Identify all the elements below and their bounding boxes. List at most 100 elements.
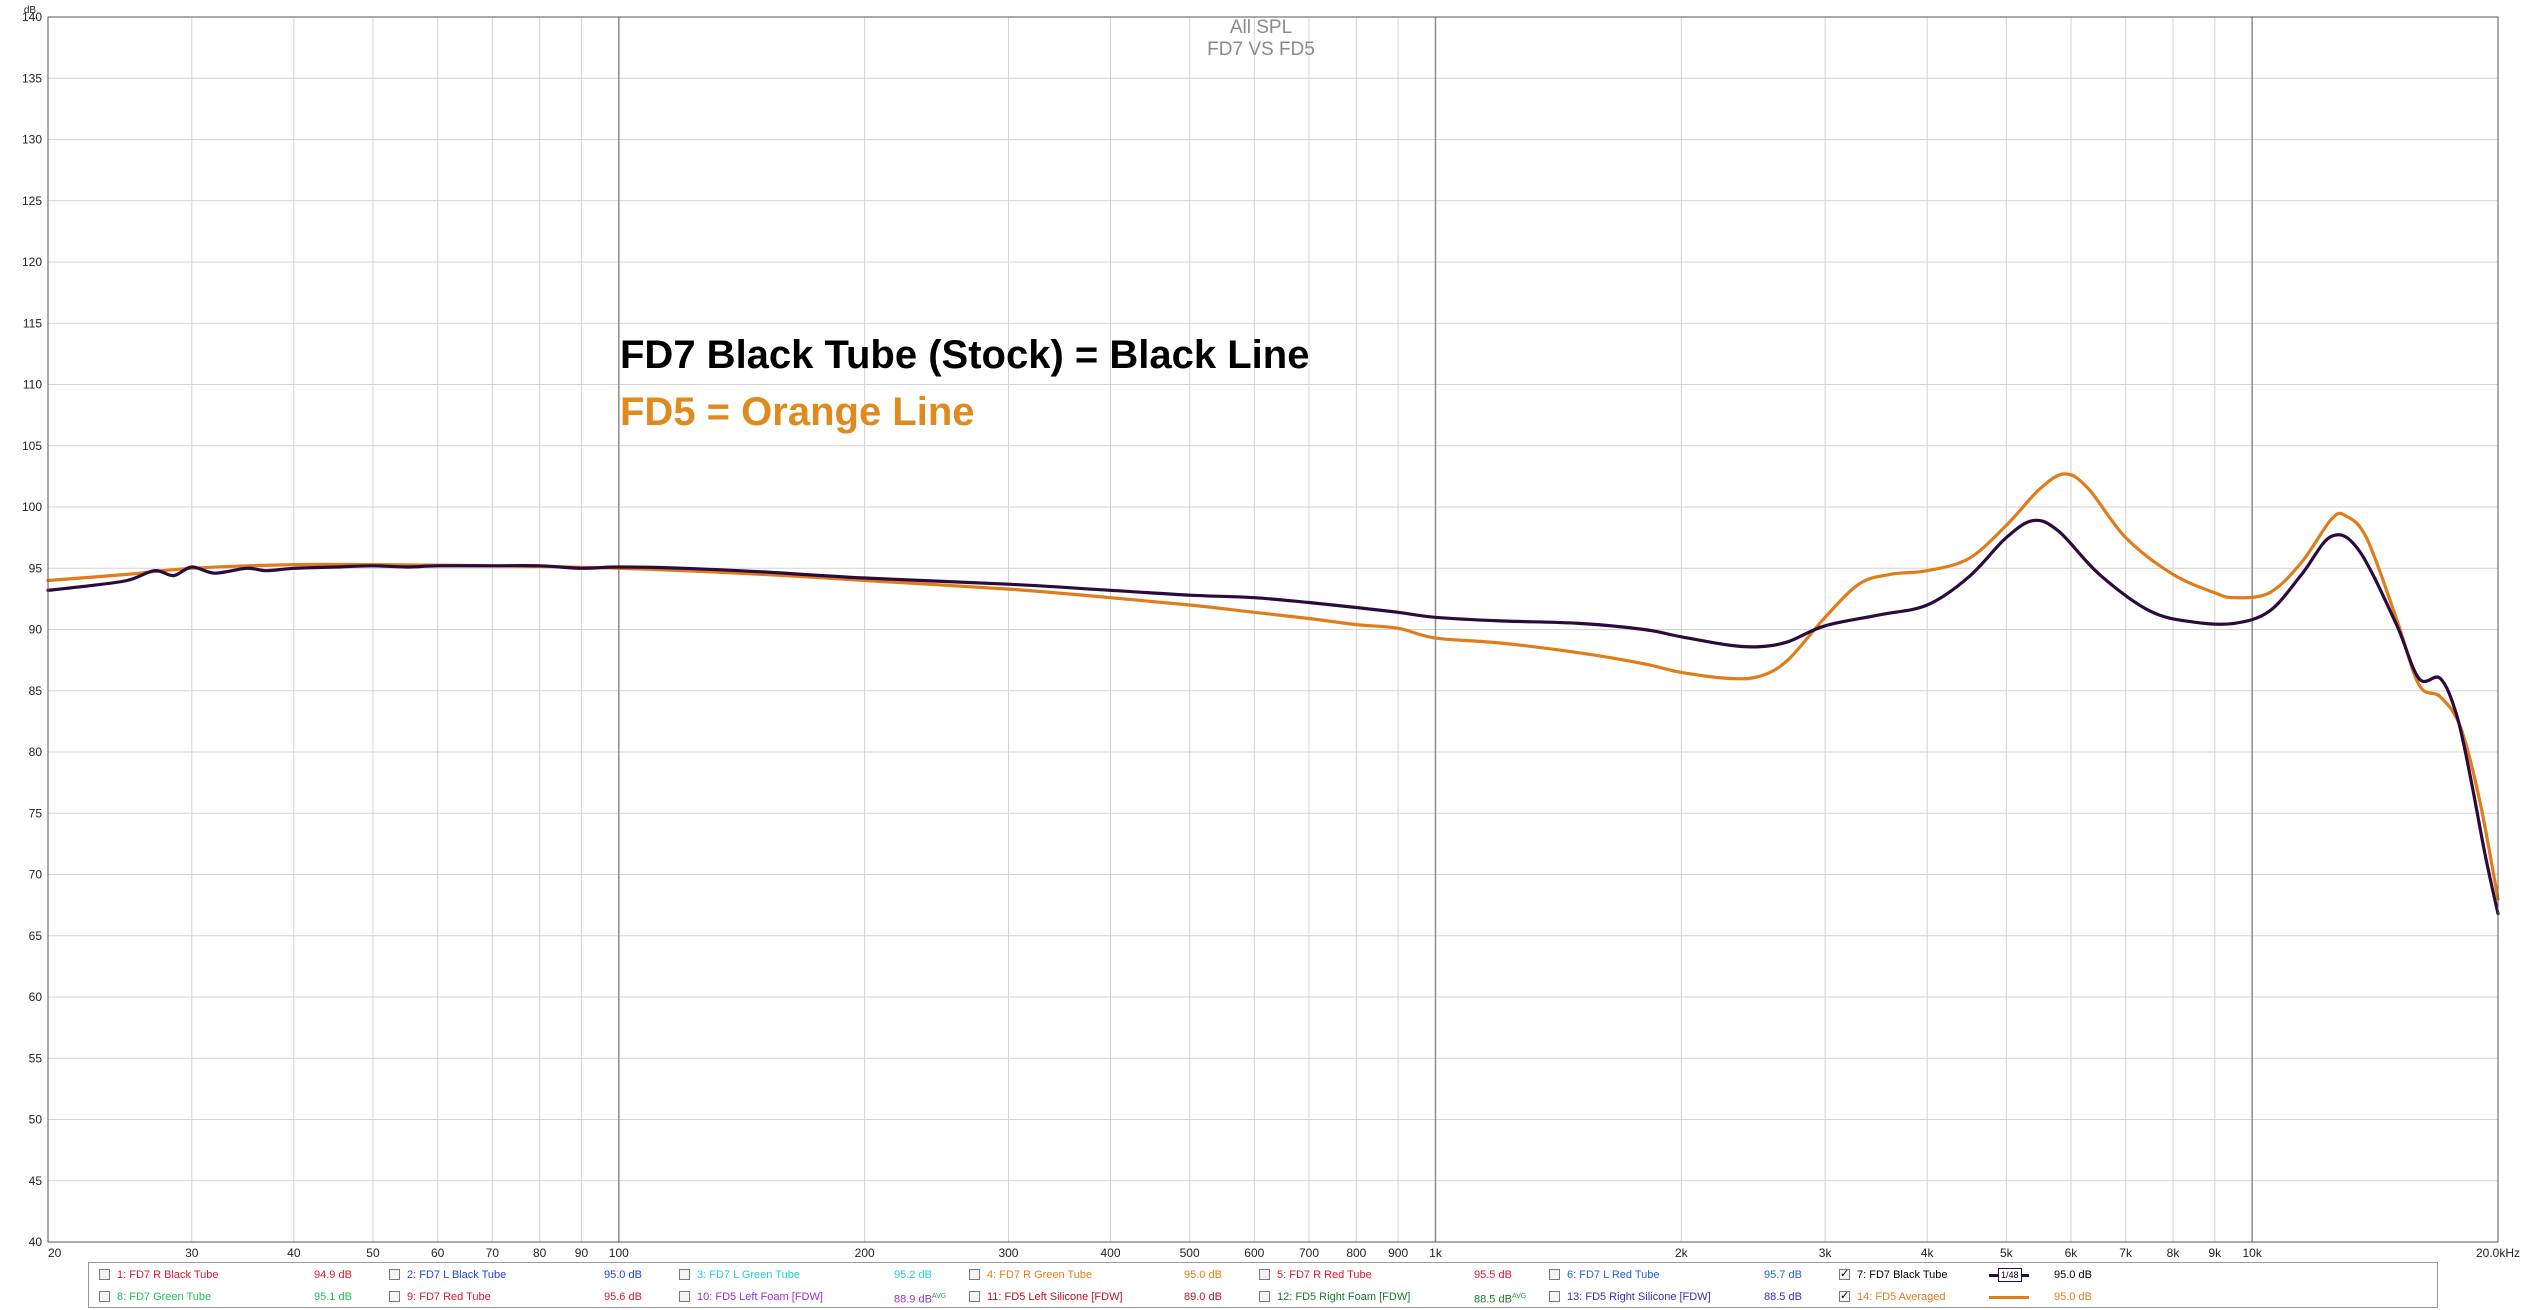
legend-checkbox[interactable] (389, 1291, 400, 1302)
legend-value: 88.5 dBAVG (1474, 1293, 1527, 1306)
legend-value: 95.0 dB (604, 1269, 642, 1281)
series-fd7-black-tube (46, 518, 2500, 916)
chart-subtitle: FD7 VS FD5 (1207, 39, 1315, 60)
y-tick-label: 70 (29, 868, 43, 882)
legend-label: 4: FD7 R Green Tube (987, 1269, 1093, 1281)
x-tick-label: 70 (486, 1246, 500, 1260)
legend-label: 8: FD7 Green Tube (117, 1291, 212, 1303)
legend-item[interactable]: 8: FD7 Green Tube 95.1 dB (99, 1287, 384, 1307)
legend-checkbox[interactable] (679, 1269, 690, 1280)
frequency-response-chart: 140 135 130 125 120 115 110 105 100 95 90 85 80 75 70 6… (22, 5, 2520, 1260)
legend-label: 6: FD7 L Red Tube (1567, 1269, 1660, 1281)
legend-panel: 1: FD7 R Black Tube 94.9 dB 2: FD7 L Black… (88, 1262, 2438, 1308)
x-tick-label: 200 (855, 1246, 875, 1260)
legend-item[interactable]: 2: FD7 L Black Tube 95.0 dB (389, 1265, 674, 1285)
y-tick-label: 120 (22, 255, 42, 269)
x-tick-label: 600 (1244, 1246, 1264, 1260)
legend-item[interactable]: 10: FD5 Left Foam [FDW] 88.9 dBAVG (679, 1287, 964, 1307)
legend-checkbox[interactable] (1259, 1269, 1270, 1280)
x-tick-label: 80 (533, 1246, 547, 1260)
legend-value: 95.0 dB (2054, 1269, 2092, 1281)
x-tick-label: 10k (2242, 1246, 2262, 1260)
y-tick-label: 40 (29, 1235, 43, 1249)
legend-checkbox[interactable]: ✓ (1839, 1268, 1850, 1280)
legend-item[interactable]: 9: FD7 Red Tube 95.6 dB (389, 1287, 674, 1307)
legend-checkbox[interactable] (969, 1269, 980, 1280)
legend-line-swatch[interactable] (1989, 1287, 2029, 1307)
legend-value: 88.9 dBAVG (894, 1293, 947, 1306)
legend-label: 10: FD5 Left Foam [FDW] (697, 1291, 823, 1303)
x-tick-label: 20 (48, 1246, 62, 1260)
legend-item[interactable]: ✓ 7: FD7 Black Tube 1/48 95.0 dB (1839, 1265, 2124, 1285)
y-tick-label: 60 (29, 990, 43, 1004)
x-tick-label: 100 (609, 1246, 629, 1260)
legend-value: 95.1 dB (314, 1291, 352, 1303)
legend-smoothing-badge: 1/48 (1998, 1268, 2022, 1282)
x-tick-label: 300 (998, 1246, 1018, 1260)
legend-label: 12: FD5 Right Foam [FDW] (1277, 1291, 1411, 1303)
x-tick-label: 2k (1675, 1246, 1689, 1260)
legend-item[interactable]: 1: FD7 R Black Tube 94.9 dB (99, 1265, 384, 1285)
chart-title: All SPL (1230, 17, 1292, 38)
legend-item[interactable]: 11: FD5 Left Silicone [FDW] 89.0 dB (969, 1287, 1254, 1307)
x-tick-label: 3k (1819, 1246, 1833, 1260)
legend-label: 13: FD5 Right Silicone [FDW] (1567, 1291, 1711, 1303)
x-tick-label: 700 (1299, 1246, 1319, 1260)
legend-checkbox[interactable] (679, 1291, 690, 1302)
legend-checkbox[interactable] (99, 1269, 110, 1280)
annotation-fd7: FD7 Black Tube (Stock) = Black Line (620, 333, 1309, 377)
y-tick-label: 65 (29, 929, 43, 943)
legend-checkbox[interactable] (969, 1291, 980, 1302)
legend-checkbox[interactable] (1549, 1291, 1560, 1302)
x-tick-label: 1k (1429, 1246, 1443, 1260)
legend-checkbox[interactable] (99, 1291, 110, 1302)
y-tick-label: 135 (22, 71, 42, 85)
legend-item[interactable]: 6: FD7 L Red Tube 95.7 dB (1549, 1265, 1834, 1285)
legend-checkbox[interactable] (389, 1269, 400, 1280)
legend-value: 95.0 dB (2054, 1291, 2092, 1303)
y-tick-label: 85 (29, 684, 43, 698)
legend-item[interactable]: 5: FD7 R Red Tube 95.5 dB (1259, 1265, 1544, 1285)
legend-item[interactable]: 4: FD7 R Green Tube 95.0 dB (969, 1265, 1254, 1285)
y-tick-label: 125 (22, 194, 42, 208)
y-tick-label: 95 (29, 561, 43, 575)
legend-value: 95.2 dB (894, 1269, 932, 1281)
legend-value: 88.5 dB (1764, 1291, 1802, 1303)
legend-value: 94.9 dB (314, 1269, 352, 1281)
legend-checkbox[interactable] (1259, 1291, 1270, 1302)
annotation-fd5: FD5 = Orange Line (620, 390, 975, 434)
legend-line-swatch[interactable]: 1/48 (1989, 1265, 2029, 1285)
x-tick-label: 20.0kHz (2476, 1246, 2520, 1260)
legend-checkbox[interactable]: ✓ (1839, 1290, 1850, 1302)
legend-label: 9: FD7 Red Tube (407, 1291, 491, 1303)
y-tick-label: 115 (23, 316, 42, 330)
x-axis-labels: 20 30 40 50 60 70 80 90 100 200 300 400 500 600 700 800… (48, 1246, 2520, 1260)
x-tick-label: 7k (2119, 1246, 2133, 1260)
y-tick-label: 105 (22, 439, 42, 453)
x-tick-label: 40 (287, 1246, 301, 1260)
legend-label: 7: FD7 Black Tube (1857, 1269, 1948, 1281)
legend-checkbox[interactable] (1549, 1269, 1560, 1280)
legend-label: 11: FD5 Left Silicone [FDW] (987, 1291, 1123, 1303)
legend-item[interactable]: 13: FD5 Right Silicone [FDW] 88.5 dB (1549, 1287, 1834, 1307)
y-tick-label: 50 (29, 1113, 43, 1127)
legend-avg-badge: AVG (1511, 1293, 1527, 1300)
legend-label: 3: FD7 L Green Tube (697, 1269, 800, 1281)
legend-label: 14: FD5 Averaged (1857, 1291, 1946, 1303)
y-tick-label: 140 (22, 10, 42, 24)
x-tick-label: 50 (366, 1246, 380, 1260)
series-fd5-averaged (46, 472, 2500, 901)
y-tick-label: 80 (29, 745, 43, 759)
y-axis-labels: 140 135 130 125 120 115 110 105 100 95 90 85 80 75 70 6… (22, 10, 42, 1249)
x-tick-label: 8k (2167, 1246, 2181, 1260)
legend-item[interactable]: 12: FD5 Right Foam [FDW] 88.5 dBAVG (1259, 1287, 1544, 1307)
legend-item[interactable]: ✓ 14: FD5 Averaged 95.0 dB (1839, 1287, 2124, 1307)
legend-label: 2: FD7 L Black Tube (407, 1269, 507, 1281)
legend-swatch-line (1989, 1296, 2029, 1299)
legend-label: 1: FD7 R Black Tube (117, 1269, 219, 1281)
legend-value: 95.0 dB (1184, 1269, 1222, 1281)
legend-item[interactable]: 3: FD7 L Green Tube 95.2 dB (679, 1265, 964, 1285)
x-tick-label: 4k (1921, 1246, 1935, 1260)
legend-avg-badge: AVG (931, 1293, 947, 1300)
y-tick-label: 130 (22, 133, 42, 147)
